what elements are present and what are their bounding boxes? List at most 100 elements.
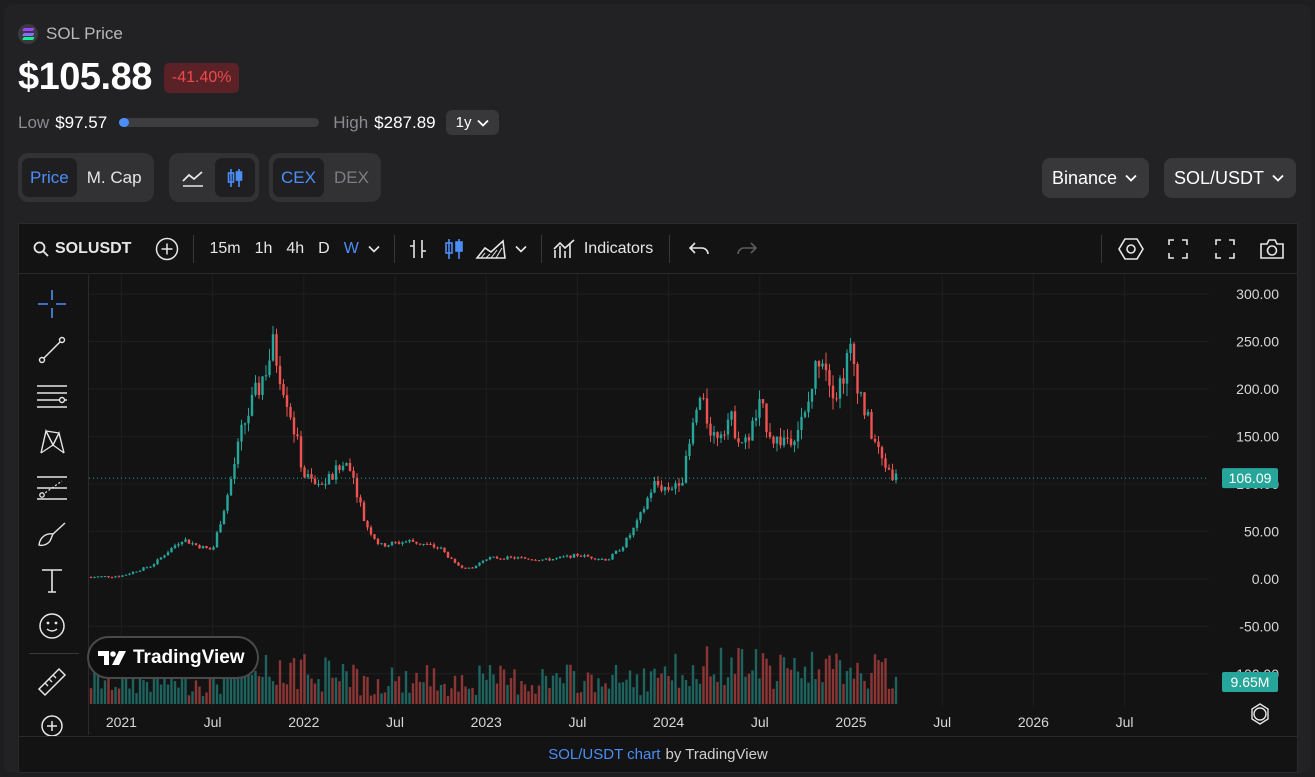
candle-up <box>646 497 649 509</box>
candle-down <box>460 565 464 568</box>
candle-up <box>562 556 565 558</box>
volume-bar <box>572 670 576 704</box>
volume-bar <box>247 671 250 704</box>
candle-up <box>681 482 684 486</box>
crosshair-tool[interactable] <box>35 287 69 321</box>
brush-tool[interactable] <box>35 517 69 551</box>
candle-up <box>264 375 268 377</box>
toolbar-divider <box>669 234 671 263</box>
chevron-down-icon <box>368 245 380 253</box>
ruler-tool[interactable] <box>35 665 69 699</box>
timeframe-4h[interactable]: 4h <box>286 239 305 257</box>
candle-up <box>166 552 170 556</box>
range-bar-fill <box>119 118 130 127</box>
candle-down <box>705 398 709 424</box>
volume-bar <box>845 671 849 704</box>
dex-toggle[interactable]: DEX <box>333 167 369 187</box>
volume-bar <box>198 686 201 704</box>
line-chart-toggle[interactable] <box>173 158 213 197</box>
timeframe-15m[interactable]: 15m <box>209 239 241 257</box>
trend-line-tool[interactable] <box>35 333 69 367</box>
candle-up <box>607 559 611 561</box>
candle-up <box>184 539 187 542</box>
low-value: $97.57 <box>55 112 108 132</box>
candle-down <box>292 417 296 435</box>
candle-up <box>334 465 338 480</box>
candle-up <box>481 560 485 563</box>
gear-icon <box>1118 237 1144 260</box>
volume-bar <box>177 687 180 704</box>
volume-bar <box>100 688 103 704</box>
redo-button[interactable] <box>736 224 758 274</box>
volume-bar <box>509 678 513 704</box>
candle-down <box>656 481 660 486</box>
candles-style-button[interactable] <box>443 224 465 274</box>
volume-bar <box>768 665 772 704</box>
tradingview-badge[interactable]: TradingView <box>87 636 259 679</box>
candle-down <box>586 555 590 557</box>
emoji-tool[interactable] <box>35 609 69 643</box>
candle-down <box>285 395 289 407</box>
volume-bar <box>576 692 579 704</box>
candle-up <box>485 559 488 561</box>
volume-bar <box>387 686 390 704</box>
volume-bar <box>873 654 877 704</box>
candle-down <box>107 576 110 578</box>
pattern-tool[interactable] <box>35 425 69 459</box>
undo-button[interactable] <box>688 224 710 274</box>
volume-bar <box>698 683 702 704</box>
candle-down <box>187 539 191 544</box>
snapshot-button[interactable] <box>1259 224 1285 274</box>
volume-bar <box>159 684 163 704</box>
candle-up <box>618 550 621 552</box>
cex-toggle[interactable]: CEX <box>273 158 324 197</box>
candle-up <box>684 455 688 483</box>
market-cap-toggle[interactable]: M. Cap <box>86 167 142 187</box>
candle-down <box>856 364 859 394</box>
settings-button[interactable] <box>1118 224 1144 274</box>
candle-up <box>100 576 103 578</box>
candle-chart-toggle[interactable] <box>215 158 255 197</box>
timeframe-menu[interactable] <box>368 224 380 274</box>
text-tool[interactable] <box>35 563 69 597</box>
volume-bar <box>205 692 208 704</box>
fib-tool[interactable] <box>35 379 69 413</box>
period-dropdown[interactable]: 1y <box>445 110 500 135</box>
expand-button[interactable] <box>1214 224 1236 274</box>
caption-by: by TradingView <box>665 746 768 763</box>
volume-bar <box>366 676 369 704</box>
fullscreen-button[interactable] <box>1167 224 1189 274</box>
area-style-button[interactable] <box>475 224 507 274</box>
volume-bar <box>187 695 191 704</box>
volume-bar <box>348 687 352 704</box>
timeframe-1h[interactable]: 1h <box>254 239 273 257</box>
price-toggle[interactable]: Price <box>22 158 77 197</box>
volume-bar <box>156 675 159 704</box>
candle-up <box>173 545 177 548</box>
chart-link[interactable]: SOL/USDT chart <box>548 746 661 763</box>
volume-bar <box>537 685 541 704</box>
price-plot[interactable]: 2021 Jul 2022 Jul 2023 Jul 2024 Jul 2025 Jul 2026 J… <box>89 275 1297 735</box>
indicators-icon <box>553 238 575 258</box>
pattern-icon <box>40 428 65 454</box>
candle-up <box>478 562 481 566</box>
volume-bar <box>443 683 446 704</box>
chevron-down-icon <box>477 119 490 127</box>
compare-button[interactable] <box>155 224 179 274</box>
volume-bar <box>555 673 558 704</box>
bar-style-button[interactable] <box>407 224 429 274</box>
chart-style-menu[interactable] <box>515 224 527 274</box>
pair-dropdown[interactable]: SOL/USDT <box>1164 158 1297 198</box>
timeframe-w[interactable]: W <box>343 239 359 257</box>
exchange-dropdown[interactable]: Binance <box>1042 158 1150 198</box>
symbol-search[interactable]: SOLUSDT <box>19 224 131 274</box>
volume-bar <box>135 693 138 704</box>
candle-down <box>737 438 740 443</box>
timeframe-d[interactable]: D <box>318 239 330 257</box>
candle-up <box>492 556 495 558</box>
indicators-button[interactable]: Indicators <box>552 224 653 274</box>
candle-down <box>768 432 772 437</box>
projection-tool[interactable] <box>35 471 69 505</box>
candle-up <box>730 411 733 420</box>
chart-caption: SOL/USDT chart by TradingView <box>19 736 1297 772</box>
